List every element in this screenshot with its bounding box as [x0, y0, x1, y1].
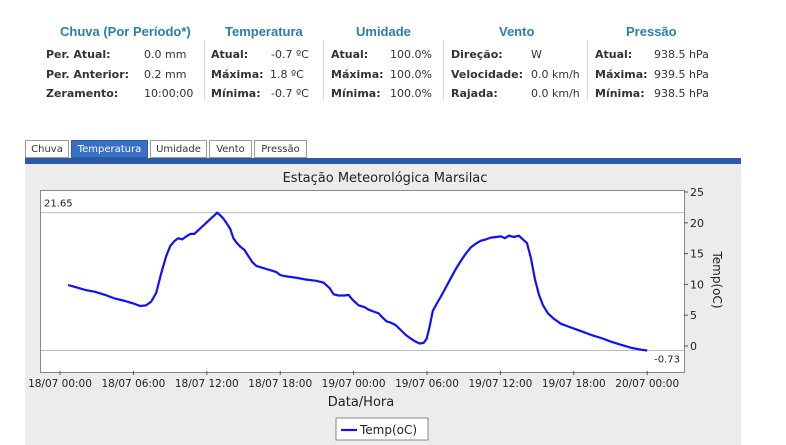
y-tick-label: 25: [690, 186, 704, 199]
x-tick-label: 18/07 00:00: [28, 378, 92, 390]
x-tick-label: 19/07 00:00: [322, 378, 386, 390]
tab-vento[interactable]: Vento: [209, 140, 252, 158]
pressure-title: Pressão: [626, 24, 677, 39]
rain-title: Chuva (Por Período*): [60, 24, 191, 39]
min-marker-label: -0.73: [654, 354, 680, 365]
y-tick-label: 0: [690, 340, 697, 353]
tab-umidade[interactable]: Umidade: [150, 140, 207, 158]
x-tick-label: 18/07 18:00: [248, 378, 312, 390]
wind-title: Vento: [499, 24, 535, 39]
legend: Temp(oC): [335, 417, 429, 441]
max-marker-label: 21.65: [44, 199, 73, 210]
x-tick-label: 18/07 06:00: [101, 378, 165, 390]
y-tick-label: 5: [690, 309, 697, 322]
x-tick-label: 20/07 00:00: [615, 378, 679, 390]
tab-panel-border: [25, 158, 741, 164]
divider: [323, 40, 324, 100]
y-tick-label: 15: [690, 248, 704, 261]
humidity-title: Umidade: [356, 24, 411, 39]
temperature-title: Temperatura: [225, 24, 303, 39]
legend-label: Temp(oC): [359, 423, 417, 437]
tab-temperatura[interactable]: Temperatura: [71, 140, 148, 158]
chart-title: Estação Meteorológica Marsilac: [283, 171, 488, 186]
divider: [204, 40, 205, 100]
y-tick-label: 20: [690, 217, 704, 230]
tab-pressao[interactable]: Pressão: [254, 140, 307, 158]
y-tick-label: 10: [690, 278, 704, 291]
tab-chuva[interactable]: Chuva: [25, 140, 69, 158]
x-tick-label: 19/07 18:00: [542, 378, 606, 390]
divider: [587, 40, 588, 100]
x-tick-label: 19/07 12:00: [468, 378, 532, 390]
x-tick-label: 19/07 06:00: [395, 378, 459, 390]
x-axis-label: Data/Hora: [328, 395, 394, 410]
x-tick-label: 18/07 12:00: [175, 378, 239, 390]
y-axis-label: Temp(oC): [710, 250, 724, 308]
series-line-temp: [67, 211, 648, 352]
divider: [443, 40, 444, 100]
plot-area: [40, 190, 685, 373]
